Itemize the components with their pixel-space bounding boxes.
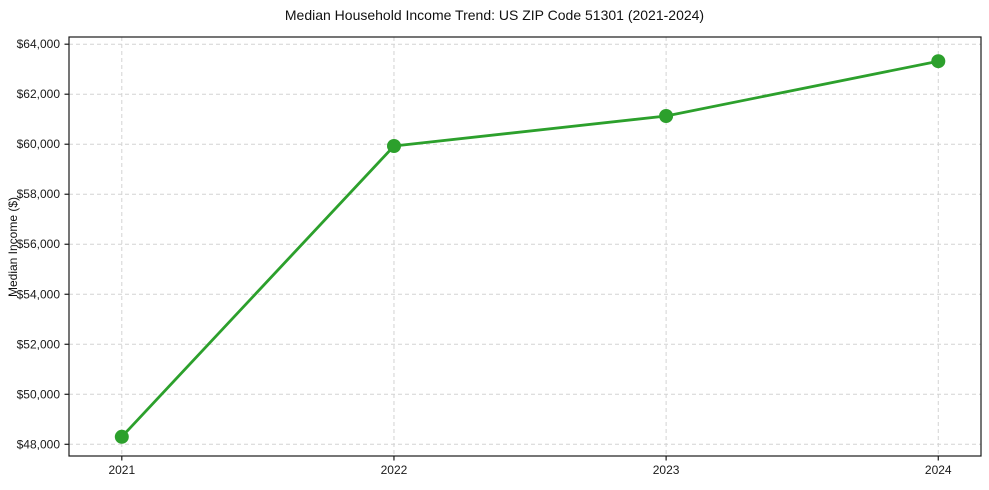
x-tick-label: 2021 [108, 463, 135, 477]
grid [69, 37, 981, 456]
data-point-2023 [659, 109, 674, 123]
x-tick-label: 2023 [653, 463, 680, 477]
tick-marks [64, 43, 939, 461]
y-tick-label: $54,000 [17, 287, 61, 301]
plot-border [68, 36, 982, 457]
y-axis-title: Median Income ($) [6, 196, 20, 298]
chart-title: Median Household Income Trend: US ZIP Co… [284, 7, 705, 23]
y-tick-label: $48,000 [17, 437, 61, 451]
tick-labels: 2021 2022 2023 2024 $48,000 $50,000 $52,000 $54… [17, 37, 952, 477]
y-tick-label: $50,000 [17, 387, 61, 401]
x-tick-label: 2022 [381, 463, 408, 477]
y-tick-label: $64,000 [17, 37, 61, 51]
y-tick-label: $60,000 [17, 137, 61, 151]
y-tick-label: $56,000 [17, 237, 61, 251]
data-point-2022 [387, 139, 401, 153]
data-point-2024 [931, 54, 946, 69]
y-tick-label: $62,000 [17, 87, 61, 101]
x-tick-label: 2024 [925, 463, 952, 477]
y-tick-label: $52,000 [17, 337, 61, 351]
y-tick-label: $58,000 [17, 187, 61, 201]
trend-line [120, 59, 940, 439]
data-point-2021 [114, 429, 129, 444]
